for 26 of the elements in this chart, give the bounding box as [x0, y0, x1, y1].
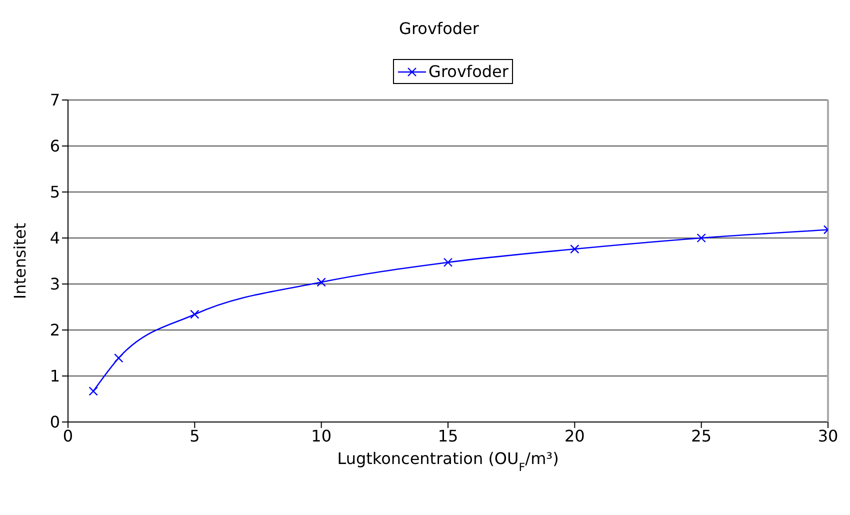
x-tick-label: 5 — [190, 426, 200, 446]
legend-label: Grovfoder — [428, 62, 508, 81]
x-tick-label: 10 — [311, 426, 332, 446]
x-tick-label: 20 — [564, 426, 585, 446]
y-tick-label: 5 — [50, 182, 60, 202]
y-tick-label: 3 — [50, 274, 60, 294]
point — [114, 353, 124, 363]
x-tick-label: 15 — [438, 426, 458, 446]
y-tick-label: 0 — [50, 412, 60, 432]
point — [88, 386, 98, 396]
y-tick-label: 6 — [50, 136, 60, 156]
point — [570, 244, 580, 254]
point — [696, 233, 706, 243]
y-tick-label: 2 — [50, 320, 60, 340]
y-axis-title: Intensitet — [10, 222, 30, 300]
x-axis-title: Lugtkoncentration (OU$_{F}$/m³) — [337, 449, 559, 474]
y-tick-label: 7 — [50, 90, 60, 110]
x-tick-label: 0 — [62, 426, 74, 446]
point — [443, 258, 453, 267]
x-tick-label: 30 — [818, 426, 838, 446]
point — [316, 278, 326, 287]
y-tick-label: 1 — [50, 366, 60, 386]
x-tick-label: 25 — [691, 426, 712, 446]
point — [190, 310, 200, 319]
chart-title: Grovfoder — [399, 19, 480, 38]
y-tick-label: 4 — [50, 228, 60, 248]
